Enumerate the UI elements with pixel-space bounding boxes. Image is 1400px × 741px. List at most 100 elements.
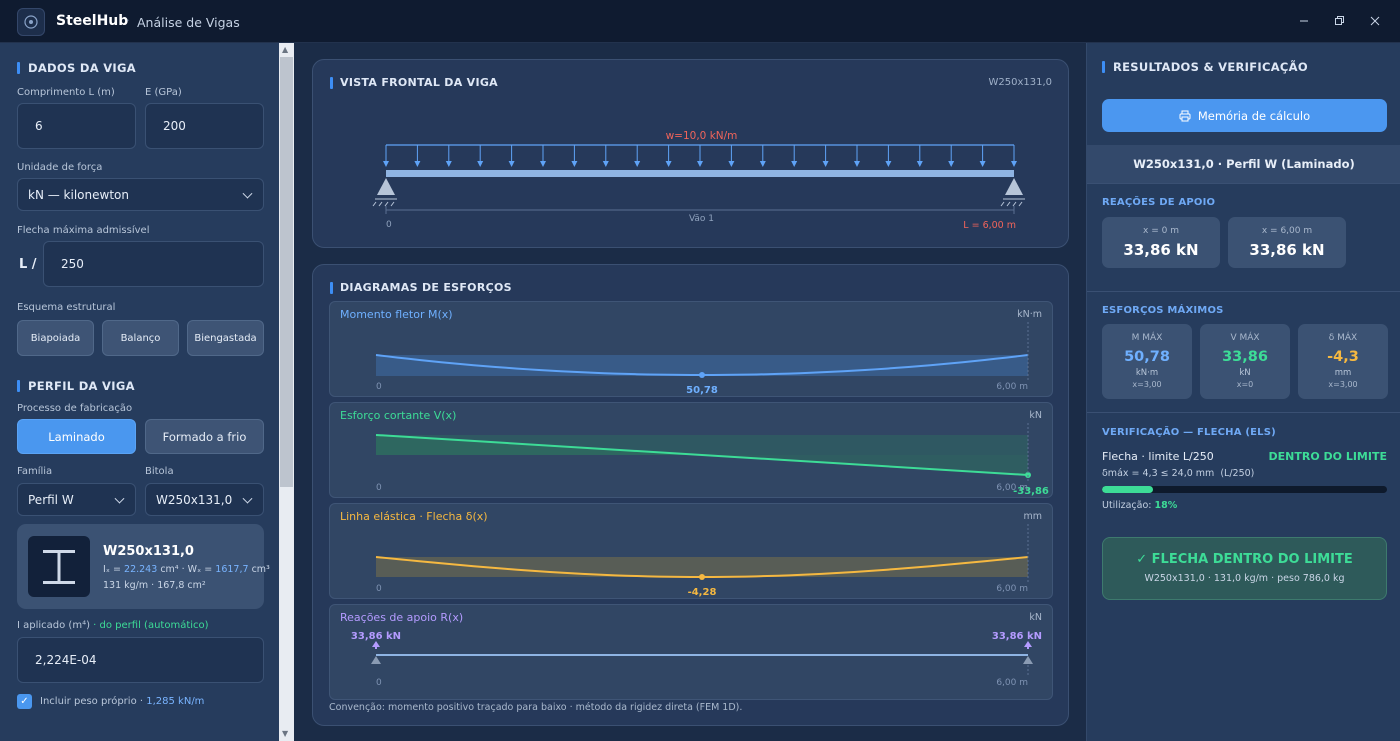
x-tick-label-end: 6,00 m <box>996 483 1028 493</box>
results-panel: RESULTADOS & VERIFICAÇÃO Memória de cálc… <box>1086 43 1400 741</box>
reaction-right-x: x = 6,00 m <box>1261 226 1313 236</box>
length-input[interactable]: 6 <box>17 103 136 149</box>
support-hatch <box>1012 201 1017 207</box>
length-label: Comprimento L (m) <box>17 87 115 98</box>
elastic-diagram: -4,28 0 6,00 m Linha elástica · Flecha δ(x… <box>329 503 1053 599</box>
x-tick-label-0: 0 <box>376 382 382 392</box>
reaction-left-value: 33,86 kN <box>1123 241 1199 259</box>
load-arrow-head <box>508 161 515 167</box>
max-deflection-head: δ MÁX <box>1328 333 1358 343</box>
max-moment-head: M MÁX <box>1131 333 1163 343</box>
i-applied-value: 2,224E-04 <box>35 653 97 667</box>
e-input[interactable]: 200 <box>145 103 264 149</box>
diagrams-card: DIAGRAMAS DE ESFORÇOS 50,78 0 6,00 m Momen… <box>312 264 1069 726</box>
utilization-value: 18% <box>1154 500 1178 511</box>
scheme-biapoiada-button[interactable]: Biapoiada <box>17 320 94 356</box>
max-deflection-card: δ MÁX -4,3 mm x=3,00 <box>1298 324 1388 399</box>
app-subtitle: Análise de Vigas <box>137 15 240 30</box>
support-hatch <box>1000 201 1005 207</box>
elastic-peak-label: -4,28 <box>688 587 717 598</box>
elastic-peak-point <box>699 574 705 580</box>
max-deflection-pos: x=3,00 <box>1328 380 1358 389</box>
load-arrow-head <box>822 161 829 167</box>
ix-label: Iₓ = <box>103 564 121 575</box>
i-applied-input[interactable]: 2,224E-04 <box>17 637 264 683</box>
scrollbar-thumb[interactable] <box>280 57 293 487</box>
utilization-label: Utilização: <box>1102 500 1152 511</box>
e-value: 200 <box>163 119 186 133</box>
deflection-ok-card: ✓ FLECHA DENTRO DO LIMITE W250x131,0 · 1… <box>1102 537 1387 600</box>
load-arrow-head <box>979 161 986 167</box>
max-deflection-value: -4,3 <box>1327 349 1359 365</box>
process-formado-frio-button[interactable]: Formado a frio <box>145 419 264 454</box>
shear-title: Esforço cortante V(x) <box>340 409 457 422</box>
scheme-balanco-button[interactable]: Balanço <box>102 320 179 356</box>
i-applied-note: · do perfil (automático) <box>93 620 209 631</box>
beam-data-title: DADOS DA VIGA <box>17 61 136 75</box>
deflection-input[interactable]: 250 <box>43 241 264 287</box>
convention-note: Convenção: momento positivo traçado para… <box>329 702 743 713</box>
ix-value: 22.243 <box>124 564 158 575</box>
scroll-up-icon[interactable]: ▲ <box>282 45 289 54</box>
profile-card: W250x131,0 Iₓ = 22.243 cm⁴ · Wₓ = 1617,7… <box>17 524 270 609</box>
load-arrow-head <box>540 161 546 167</box>
max-shear-head: V MÁX <box>1230 333 1260 343</box>
wx-unit: cm³ <box>251 564 270 575</box>
selfweight-checkbox[interactable]: ✓ <box>17 694 32 709</box>
max-moment-card: M MÁX 50,78 kN·m x=3,00 <box>1102 324 1192 399</box>
shear-chart: -33,86 0 6,00 m <box>375 423 1049 497</box>
memory-button[interactable]: Memória de cálculo <box>1102 99 1387 132</box>
verification-section: VERIFICAÇÃO — FLECHA (ELS) Flecha · limi… <box>1087 412 1400 741</box>
memory-button-label: Memória de cálculo <box>1197 108 1311 123</box>
results-title: RESULTADOS & VERIFICAÇÃO <box>1102 60 1308 74</box>
max-moment-unit: kN·m <box>1135 368 1159 378</box>
support-hatch <box>390 201 395 207</box>
profile-summary: W250x131,0 · Perfil W (Laminado) <box>1087 145 1400 183</box>
selfweight-label-text: Incluir peso próprio · <box>40 696 144 707</box>
deflection-prefix: L / <box>19 257 37 272</box>
reaction-arrow-head <box>372 641 380 647</box>
input-panel: DADOS DA VIGA Comprimento L (m) 6 E (GPa… <box>0 43 279 741</box>
minimize-icon[interactable] <box>1293 10 1315 32</box>
reaction-support-icon <box>371 656 381 664</box>
scroll-down-icon[interactable]: ▼ <box>282 729 289 738</box>
reactions-unit: kN <box>1029 612 1042 623</box>
diagrams-title: DIAGRAMAS DE ESFORÇOS <box>330 281 512 294</box>
i-applied-label: I aplicado (m⁴) · do perfil (automático) <box>17 620 209 631</box>
force-unit-select[interactable]: kN — kilonewton <box>17 178 264 211</box>
ix-unit: cm⁴ · Wₓ = <box>160 564 213 575</box>
force-unit-value: kN — kilonewton <box>28 187 129 202</box>
family-select[interactable]: Perfil W <box>17 483 136 516</box>
gauge-select[interactable]: W250x131,0 <box>145 483 264 516</box>
front-view-card: VISTA FRONTAL DA VIGA W250x131,0 w=10,0 … <box>312 59 1069 248</box>
deflection-value: 250 <box>61 257 84 271</box>
scheme-biengastada-button[interactable]: Biengastada <box>187 320 264 356</box>
support-hatch <box>1018 201 1023 207</box>
gauge-label: Bitola <box>145 466 174 477</box>
ok-subtitle: W250x131,0 · 131,0 kg/m · peso 786,0 kg <box>1144 573 1345 584</box>
load-arrow-head <box>854 161 860 167</box>
max-moment-value: 50,78 <box>1124 349 1170 365</box>
moment-title: Momento fletor M(x) <box>340 308 453 321</box>
process-laminado-button[interactable]: Laminado <box>17 419 136 454</box>
close-icon[interactable] <box>1364 10 1386 32</box>
support-hatch <box>378 201 383 207</box>
max-deflection-unit: mm <box>1334 368 1352 378</box>
reaction-support-icon <box>1023 656 1033 664</box>
title-separator: · <box>126 14 130 27</box>
beam-x0: 0 <box>386 220 392 230</box>
utilization-fill <box>1102 486 1154 493</box>
reactions-section: REAÇÕES DE APOIO x = 0 m 33,86 kN x = 6,… <box>1087 183 1400 291</box>
load-arrow-head <box>885 161 892 167</box>
deflection-label: Flecha máxima admissível <box>17 225 150 236</box>
load-arrow-head <box>414 161 421 167</box>
e-label: E (GPa) <box>145 87 182 98</box>
selfweight-value: 1,285 kN/m <box>146 696 205 707</box>
utilization-text: Utilização: 18% <box>1102 500 1177 511</box>
moment-chart: 50,78 0 6,00 m <box>375 322 1029 396</box>
load-arrow-head <box>791 161 798 167</box>
reaction-arrow-head <box>1024 641 1032 647</box>
reactions-label: REAÇÕES DE APOIO <box>1102 197 1216 208</box>
left-scrollbar[interactable]: ▲ ▼ <box>279 43 294 741</box>
restore-icon[interactable] <box>1328 10 1350 32</box>
